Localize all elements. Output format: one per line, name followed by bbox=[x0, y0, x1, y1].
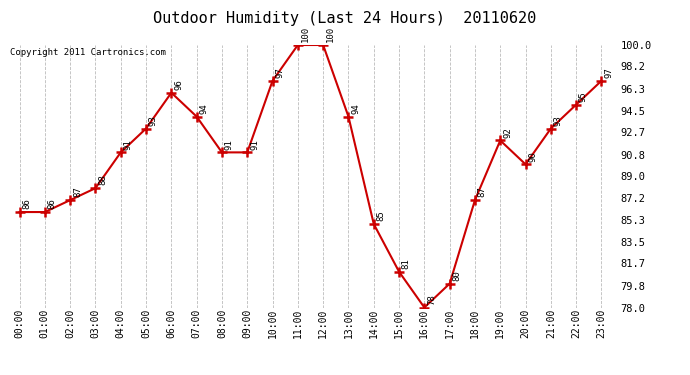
Text: 90: 90 bbox=[529, 151, 538, 162]
Text: 97: 97 bbox=[275, 67, 284, 78]
Text: Copyright 2011 Cartronics.com: Copyright 2011 Cartronics.com bbox=[10, 48, 166, 57]
Text: 97: 97 bbox=[604, 67, 613, 78]
Text: 86: 86 bbox=[48, 198, 57, 209]
Text: 78: 78 bbox=[427, 294, 436, 305]
Text: 91: 91 bbox=[225, 139, 234, 150]
Text: 80: 80 bbox=[453, 270, 462, 281]
Text: 87: 87 bbox=[477, 187, 486, 197]
Text: 92: 92 bbox=[503, 127, 512, 138]
Text: 86: 86 bbox=[22, 198, 31, 209]
Text: 85: 85 bbox=[377, 210, 386, 221]
Text: 100: 100 bbox=[326, 26, 335, 42]
Text: Outdoor Humidity (Last 24 Hours)  20110620: Outdoor Humidity (Last 24 Hours) 2011062… bbox=[153, 11, 537, 26]
Text: 93: 93 bbox=[149, 115, 158, 126]
Text: 91: 91 bbox=[124, 139, 132, 150]
Text: 100: 100 bbox=[301, 26, 310, 42]
Text: 87: 87 bbox=[73, 187, 82, 197]
Text: 91: 91 bbox=[250, 139, 259, 150]
Text: 96: 96 bbox=[174, 79, 183, 90]
Text: 94: 94 bbox=[199, 103, 208, 114]
Text: 95: 95 bbox=[579, 91, 588, 102]
Text: 88: 88 bbox=[98, 175, 107, 185]
Text: 93: 93 bbox=[553, 115, 562, 126]
Text: 81: 81 bbox=[402, 258, 411, 269]
Text: 94: 94 bbox=[351, 103, 360, 114]
